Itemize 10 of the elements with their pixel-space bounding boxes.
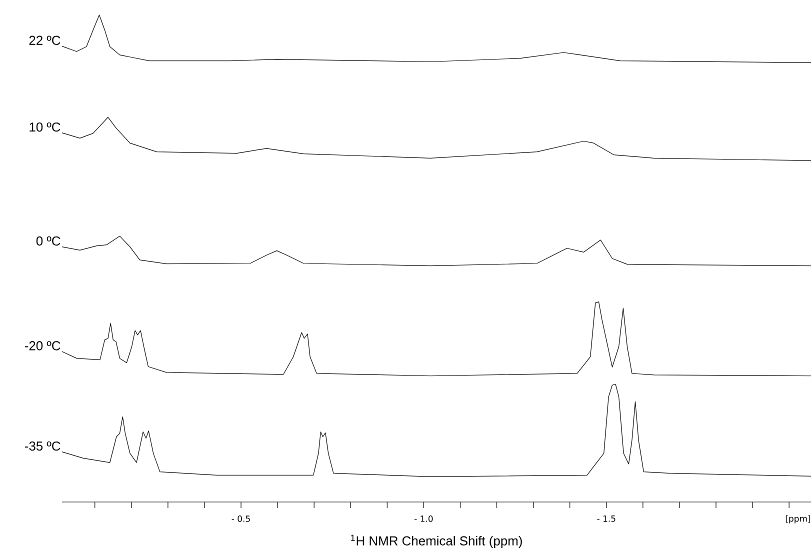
x-tick-label: - 1.0 [414, 516, 433, 522]
text: [ppm] [786, 515, 810, 524]
series-label: 10 ºC [30, 122, 60, 132]
x-tick-label: - 1.5 [597, 516, 616, 522]
series-label: -20 ºC [24, 341, 60, 350]
x-tick-label: - 0.5 [232, 516, 250, 522]
series-label: -35 ºC [24, 441, 60, 451]
x-axis-title: $^{1}$H NMR Chemical Shift (ppm) [350, 534, 522, 548]
series-label: 22 ºC [29, 36, 60, 45]
series-label: 0 ºC [36, 236, 60, 246]
